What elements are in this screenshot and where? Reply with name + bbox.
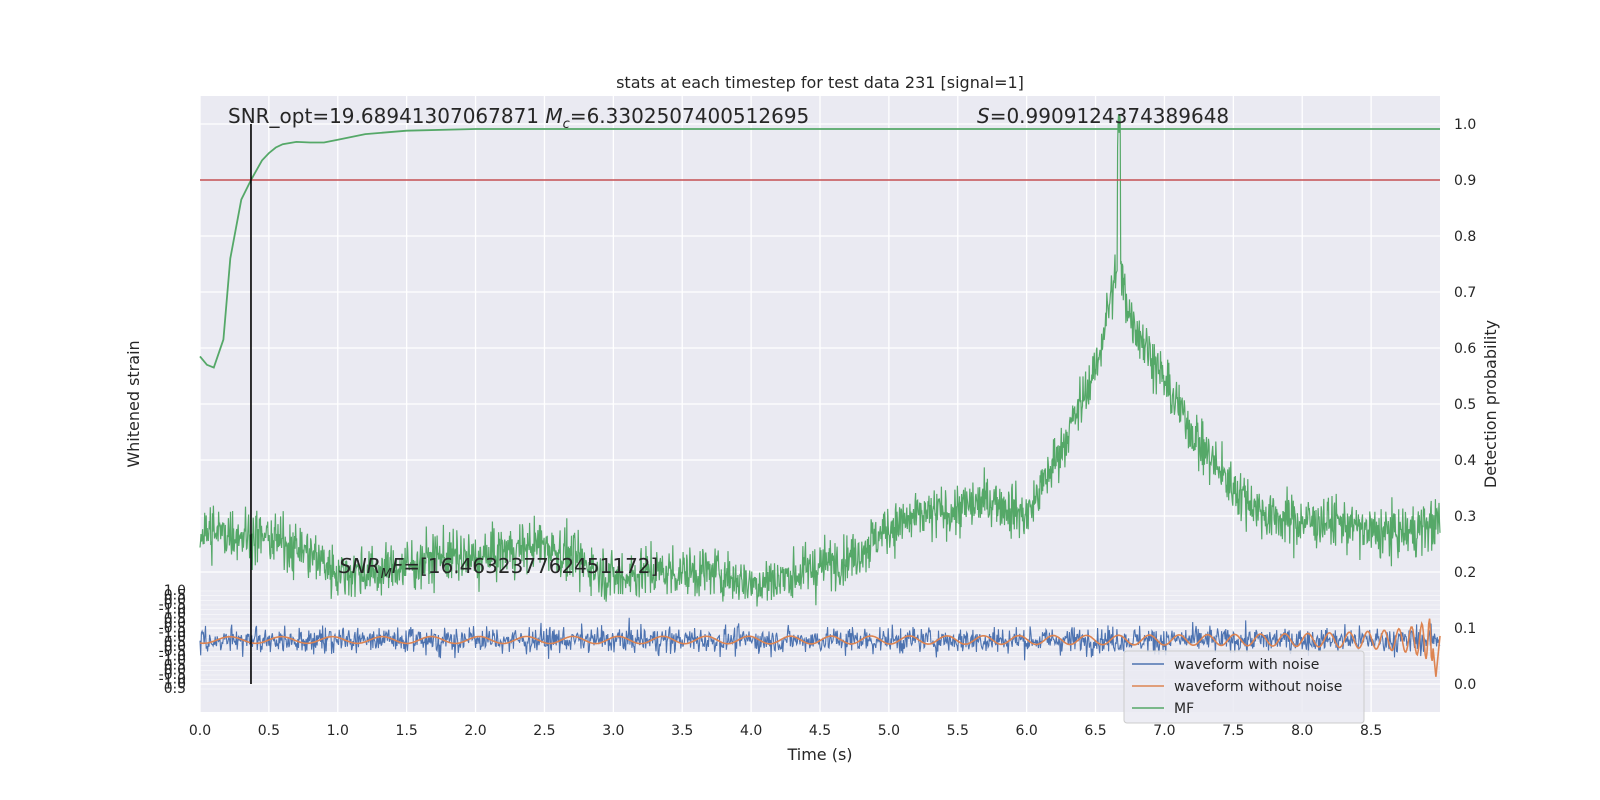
x-tick-label: 5.5	[947, 723, 969, 739]
right-y-tick-label: 0.5	[1454, 397, 1476, 413]
right-y-tick-label: 0.4	[1454, 453, 1476, 469]
left-y-tick-label: -1.0	[159, 602, 186, 618]
x-tick-label: 1.5	[396, 723, 418, 739]
right-y-tick-label: 0.9	[1454, 173, 1476, 189]
left-y-tick-label: 1.0	[164, 653, 186, 669]
left-y-tick-label: 0.5	[164, 588, 186, 604]
legend-label-noise: waveform with noise	[1174, 657, 1319, 673]
legend: waveform with noise waveform without noi…	[1123, 650, 1365, 724]
left-y-tick-label: 0.5	[164, 611, 186, 627]
left-y-tick-label: -1.0	[159, 672, 186, 688]
left-y-tick-label: 1.0	[164, 676, 186, 692]
right-y-tick-label: 0.1	[1454, 621, 1476, 637]
right-y-axis-label: Detection probability	[1481, 320, 1500, 488]
x-tick-label: 7.0	[1153, 723, 1175, 739]
waveform-without-noise-series	[199, 618, 1441, 677]
x-tick-label: 4.0	[740, 723, 762, 739]
left-y-tick-label: 0.5	[164, 658, 186, 674]
left-y-tick-label: 0.0	[164, 616, 186, 632]
x-tick-label: 1.0	[327, 723, 349, 739]
left-y-tick-label: 0.5	[164, 634, 186, 650]
x-tick-label: 6.0	[1016, 723, 1038, 739]
snr-mf-annotation: SNRMF=[16.463237762451172]	[339, 554, 658, 582]
detection-probability-line	[199, 128, 1440, 369]
left-y-tick-label: 1.0	[164, 606, 186, 622]
right-y-tick-label: 0.7	[1454, 285, 1476, 301]
right-y-tick-label: 0.0	[1454, 677, 1476, 693]
s-annotation: S=0.9909124374389648	[977, 104, 1229, 128]
left-y-tick-label: 0.5	[164, 681, 186, 697]
x-tick-labels: 0.0 0.5 1.0 1.5 2.0 2.5 3.0 3.5 4.0 4.5 5.0 5.5 6.0 6…	[189, 723, 1382, 739]
mf-line	[199, 114, 1441, 607]
x-tick-label: 3.0	[602, 723, 624, 739]
x-tick-label: 6.5	[1084, 723, 1106, 739]
legend-label-clean: waveform without noise	[1174, 679, 1342, 695]
left-y-tick-labels: 1.00.50.0-0.5-1.01.00.50.0-0.5-1.01.00.5…	[159, 583, 186, 697]
waveform-with-noise-line	[199, 617, 1441, 661]
x-tick-label: 3.5	[671, 723, 693, 739]
right-y-tick-label: 0.6	[1454, 341, 1476, 357]
waveform-with-noise-series	[199, 617, 1441, 661]
x-tick-label: 2.5	[533, 723, 555, 739]
right-y-tick-label: 0.3	[1454, 509, 1476, 525]
left-y-tick-label: 0.0	[164, 662, 186, 678]
left-y-tick-label: 0.0	[164, 639, 186, 655]
legend-box	[1123, 650, 1365, 724]
chart-title: stats at each timestep for test data 231…	[616, 73, 1024, 92]
legend-label-mf: MF	[1174, 701, 1194, 717]
x-tick-label: 0.0	[189, 723, 211, 739]
x-tick-label: 2.0	[464, 723, 486, 739]
right-y-tick-label: 0.2	[1454, 565, 1476, 581]
x-tick-label: 0.5	[258, 723, 280, 739]
x-tick-label: 5.0	[878, 723, 900, 739]
left-y-tick-label: 0.0	[164, 592, 186, 608]
right-y-tick-labels: 0.0 0.1 0.2 0.3 0.4 0.5 0.6 0.7 0.8 0.9 1.0	[1454, 117, 1476, 693]
x-tick-label: 8.0	[1291, 723, 1313, 739]
left-y-tick-label: -0.5	[159, 644, 186, 660]
right-y-tick-label: 1.0	[1454, 117, 1476, 133]
left-y-tick-label: -0.5	[159, 620, 186, 636]
snr-opt-annotation: SNR_opt=19.68941307067871 Mc=6.330250740…	[228, 104, 809, 132]
left-y-tick-label: 1.0	[164, 630, 186, 646]
x-tick-label: 4.5	[809, 723, 831, 739]
detection-probability-series	[199, 128, 1440, 369]
waveform-without-noise-line	[199, 618, 1441, 677]
x-tick-label: 7.5	[1222, 723, 1244, 739]
left-y-tick-label: -1.0	[159, 648, 186, 664]
left-y-tick-label: 1.0	[164, 583, 186, 599]
mf-series	[199, 114, 1441, 607]
x-axis-label: Time (s)	[786, 745, 852, 764]
right-y-tick-label: 0.8	[1454, 229, 1476, 245]
left-y-tick-label: -0.5	[159, 597, 186, 613]
left-y-tick-label: -1.0	[159, 625, 186, 641]
left-y-axis-label: Whitened strain	[124, 340, 143, 467]
left-y-tick-label: -0.5	[159, 667, 186, 683]
x-tick-label: 8.5	[1360, 723, 1382, 739]
